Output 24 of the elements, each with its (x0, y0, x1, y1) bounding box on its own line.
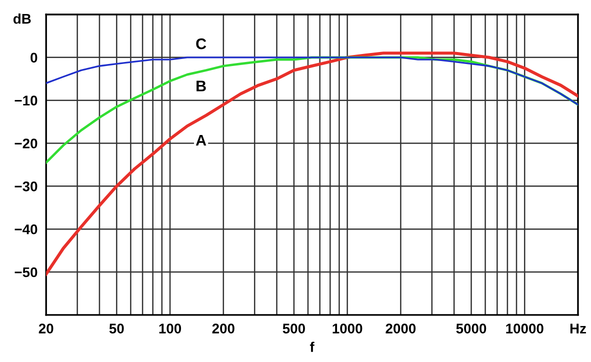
series-label: A (196, 135, 206, 146)
x-tick-label: 20 (38, 324, 54, 334)
y-tick-label: −20 (14, 138, 38, 148)
y-axis-title: dB (13, 14, 31, 24)
x-tick-label: 500 (282, 324, 305, 334)
x-tick-label: 50 (109, 324, 124, 334)
y-tick-label: 0 (30, 52, 38, 63)
y-tick-label: −40 (14, 224, 38, 234)
series-label: C (196, 38, 206, 50)
series-label: B (196, 80, 206, 92)
y-tick-label: −10 (14, 96, 38, 106)
y-tick-label: −50 (14, 267, 38, 278)
x-tick-label: 200 (212, 324, 234, 334)
x-tick-label: 5000 (456, 324, 486, 334)
line-series (46, 56, 578, 106)
y-tick-label: −30 (14, 182, 38, 192)
line-series (46, 52, 578, 276)
x-tick-label: 1000 (332, 324, 362, 334)
line-series (46, 56, 578, 164)
x-tick-label: 10000 (506, 324, 544, 334)
x-axis-title: f (310, 342, 314, 352)
x-tick-label: Hz (570, 324, 586, 334)
x-tick-label: 2000 (386, 324, 416, 334)
x-tick-label: 100 (159, 324, 182, 334)
